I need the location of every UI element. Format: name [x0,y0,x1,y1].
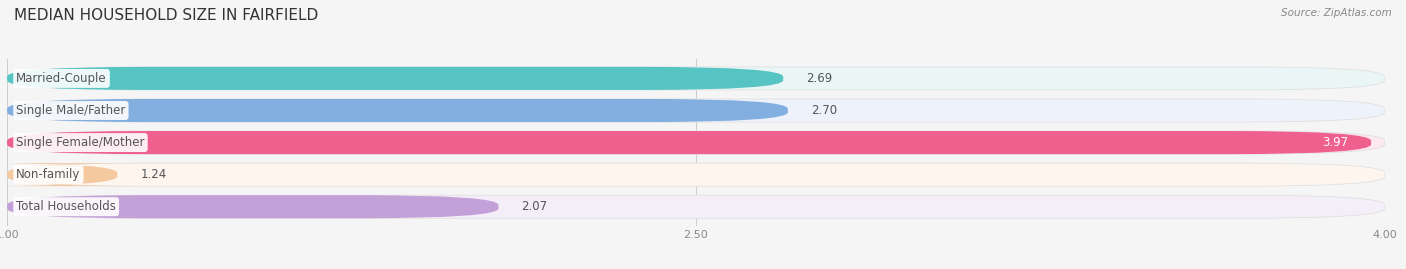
FancyBboxPatch shape [0,163,148,186]
FancyBboxPatch shape [7,131,1371,154]
Text: Non-family: Non-family [17,168,80,181]
FancyBboxPatch shape [7,195,1385,218]
Text: Married-Couple: Married-Couple [17,72,107,85]
Text: 1.24: 1.24 [141,168,166,181]
FancyBboxPatch shape [7,67,1385,90]
FancyBboxPatch shape [7,99,1385,122]
Text: Single Male/Father: Single Male/Father [17,104,125,117]
Text: MEDIAN HOUSEHOLD SIZE IN FAIRFIELD: MEDIAN HOUSEHOLD SIZE IN FAIRFIELD [14,8,318,23]
FancyBboxPatch shape [7,195,499,218]
FancyBboxPatch shape [7,99,787,122]
FancyBboxPatch shape [7,67,783,90]
Text: Single Female/Mother: Single Female/Mother [17,136,145,149]
FancyBboxPatch shape [7,163,1385,186]
Text: Source: ZipAtlas.com: Source: ZipAtlas.com [1281,8,1392,18]
Text: 2.07: 2.07 [522,200,547,213]
Text: 2.69: 2.69 [806,72,832,85]
Text: 2.70: 2.70 [811,104,837,117]
Text: 3.97: 3.97 [1322,136,1348,149]
FancyBboxPatch shape [7,131,1385,154]
Text: Total Households: Total Households [17,200,117,213]
